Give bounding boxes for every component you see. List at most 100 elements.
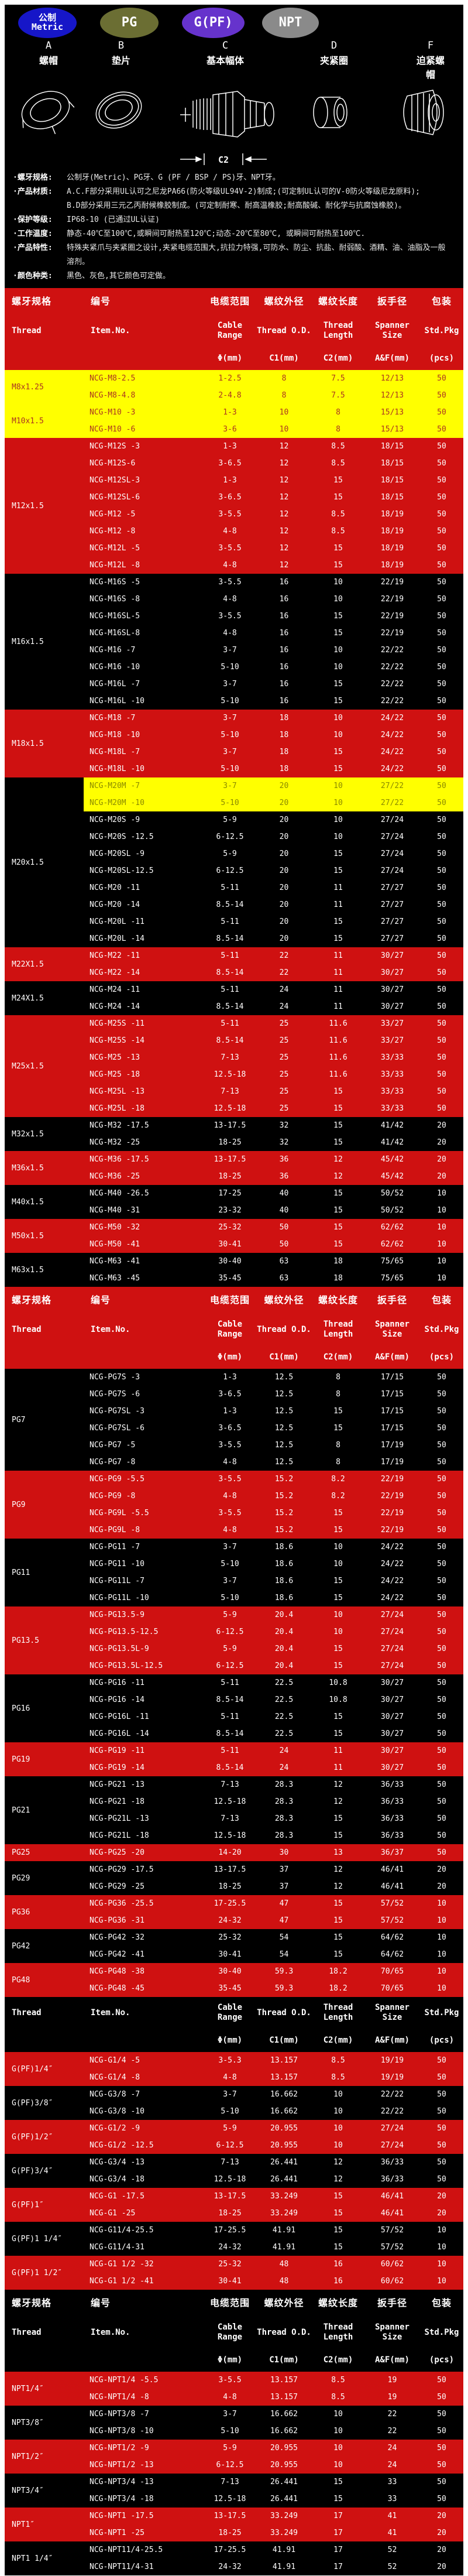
group-label: PG25 (12, 1848, 30, 1857)
thread-od-cell: 16 (279, 612, 289, 621)
thread-od-cell: 8 (281, 374, 287, 383)
std-pkg-cell: 50 (437, 833, 446, 841)
std-pkg-cell: 50 (437, 2478, 446, 2486)
thread-length-cell: 10 (333, 578, 343, 587)
item-cell: NCG-M50 -32 (90, 1223, 140, 1232)
item-cell: NCG-PG16L -14 (90, 1729, 149, 1738)
spanner-size-cell: 27/27 (380, 900, 404, 909)
header-cell: Item.No. (91, 2008, 130, 2017)
thread-length-cell: 15 (333, 1138, 343, 1147)
cable-range-cell: 30-40 (218, 1257, 242, 1266)
thread-od-cell: 22.5 (274, 1695, 294, 1704)
std-pkg-cell: 50 (437, 2073, 446, 2082)
thread-length-cell: 8 (336, 1441, 340, 1450)
thread-od-cell: 28.3 (274, 1814, 294, 1823)
spanner-size-cell: 64/62 (380, 1933, 404, 1942)
cable-range-cell: 3-7 (223, 748, 237, 756)
group-label: PG11 (12, 1568, 30, 1577)
spanner-size-cell: 27/24 (380, 2124, 404, 2133)
catalog-content: 公制 Metric PG G(PF) NPT A 螺帽 B 垫片 C 基本幅体 … (5, 5, 463, 2575)
std-pkg-cell: 10 (437, 1274, 446, 1283)
std-pkg-cell: 50 (437, 2175, 446, 2184)
thread-length-cell: 11 (333, 1002, 343, 1011)
group-label: G(PF)1″ (12, 2200, 44, 2210)
cable-range-cell: 3-7 (223, 1543, 237, 1551)
thread-length-cell: 15 (333, 1933, 343, 1942)
item-cell: NCG-M25S -14 (90, 1036, 144, 1045)
spanner-size-cell: 46/41 (380, 1865, 404, 1874)
spanner-size-cell: 30/27 (380, 968, 404, 977)
std-pkg-cell: 50 (437, 1712, 446, 1721)
item-cell: NCG-M16S -8 (90, 595, 140, 604)
spanner-size-cell: 18/15 (380, 476, 404, 485)
header-cell: Item.No. (91, 1324, 130, 1334)
cable-range-cell: 3-6.5 (218, 1390, 242, 1399)
spec-line-features: ·产品特性: 特殊夹紧爪与夹紧圈之设计,夹紧电缆范围大,抗拉力特强,可防水、防尘… (13, 241, 455, 255)
item-cell: NCG-PG13.5-9 (90, 1611, 144, 1619)
thread-od-cell: 13.157 (270, 2056, 298, 2065)
spanner-size-cell: 57/52 (380, 1899, 404, 1908)
item-cell: NCG-M12SL-6 (90, 493, 140, 502)
thread-od-cell: 28.3 (274, 1831, 294, 1840)
cable-range-cell: 5-10 (221, 663, 239, 672)
spanner-size-cell: 27/22 (364, 777, 420, 794)
cable-range-cell: 17-25 (218, 1189, 242, 1198)
std-pkg-cell: 50 (437, 1848, 446, 1857)
std-pkg-cell: 50 (437, 2158, 446, 2167)
thread-length-cell: 15 (333, 612, 343, 621)
header-cell: A&F(mm) (374, 353, 410, 363)
item-cell: NCG-G11/4-25.5 (90, 2226, 154, 2235)
spanner-size-cell: 30/27 (380, 1746, 404, 1755)
spanner-size-cell: 57/52 (380, 2243, 404, 2252)
spanner-size-cell: 33 (387, 2495, 397, 2503)
cable-range-cell: 3-5.5 (218, 1509, 242, 1517)
item-cell: NCG-M10 -6 (90, 425, 136, 434)
thread-length-cell: 12 (333, 1882, 343, 1891)
group-label: M24X1.5 (12, 994, 44, 1003)
std-pkg-cell: 10 (437, 1189, 446, 1198)
item-cell: NCG-M25 -18 (90, 1070, 140, 1079)
thread-length-cell: 8.5 (331, 442, 345, 451)
spec-line-material: ·产品材质: A.C.F部分采用UL认可之尼龙PA66(防火等级UL94V-2)… (13, 185, 455, 199)
spanner-size-cell: 24/22 (380, 1594, 404, 1602)
item-cell: NCG-M18L -7 (90, 748, 140, 756)
part-name: 夹紧圈 (319, 55, 349, 66)
thread-od-cell: 24 (279, 1002, 289, 1011)
header-cell: 螺纹外径 (264, 296, 304, 307)
thread-length-cell: 8.5 (331, 2376, 345, 2385)
thread-length-cell: 11 (333, 1763, 343, 1772)
thread-od-cell: 18 (279, 714, 289, 722)
cable-range-cell: 30-41 (218, 1240, 242, 1249)
std-pkg-cell: 10 (437, 2243, 446, 2252)
spanner-size-cell: 17/19 (380, 1458, 404, 1467)
spanner-size-cell: 36/33 (380, 1831, 404, 1840)
thread-od-cell: 28.3 (274, 1780, 294, 1789)
spanner-size-cell: 18/19 (380, 510, 404, 519)
header-cell: Thread Length (323, 2003, 353, 2022)
thread-length-cell: 10.8 (329, 1695, 347, 1704)
std-pkg-cell: 50 (437, 1036, 446, 1045)
thread-length-cell: 10 (333, 714, 343, 722)
std-pkg-cell: 10 (437, 2260, 446, 2269)
spanner-size-cell: 27/24 (380, 1628, 404, 1636)
cable-range-cell: 6-12.5 (216, 2461, 244, 2469)
group-label: PG29 (12, 1873, 30, 1883)
thread-od-cell: 32 (279, 1138, 289, 1147)
item-cell: NCG-M16L -10 (90, 697, 144, 705)
thread-od-cell: 12 (279, 561, 289, 570)
thread-group-G-PF-1-1-4-: G(PF)1 1/4″ NCG-G11/4-25.5 17-25.5 41.91 15 5… (5, 2222, 463, 2256)
std-pkg-cell: 50 (437, 646, 446, 655)
item-cell: NCG-PG29 -25 (90, 1882, 144, 1891)
cable-range-cell: 8.5-14 (216, 1763, 244, 1772)
spanner-size-cell: 15/13 (380, 408, 404, 417)
header-cell: Cable Range (217, 1320, 243, 1339)
group-label: PG13.5 (12, 1636, 39, 1645)
spanner-size-cell: 45/42 (380, 1172, 404, 1181)
cable-range-cell: 8.5-14 (216, 934, 244, 943)
item-cell: NCG-M20 -14 (90, 900, 140, 909)
thread-length-cell: 15 (333, 866, 343, 875)
spanner-size-cell: 18/19 (380, 544, 404, 553)
group-label: PG42 (12, 1941, 30, 1951)
thread-length-cell: 10 (312, 777, 364, 794)
spec-line-features-2: 溶剂。 (13, 255, 455, 269)
